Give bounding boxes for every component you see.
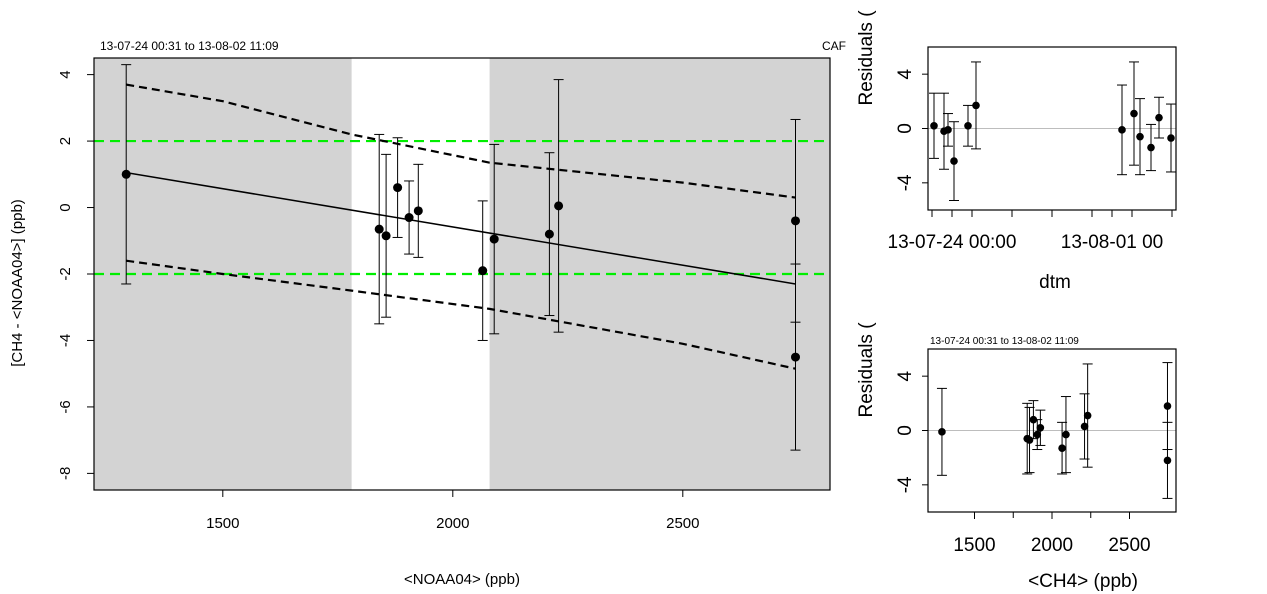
main-point-0 [121, 169, 131, 179]
conc-point-10 [1163, 402, 1172, 410]
time-point-10 [1155, 113, 1163, 122]
residuals-conc-x-axis-label: <CH4> (ppb) [1028, 571, 1138, 592]
time-y-tick-label-0: 4 [895, 68, 916, 79]
residuals-conc-plot: 1500 2000 2500 4 0 -4 [895, 348, 1177, 556]
main-plot: 1500 2000 2500 4 2 0 -2 -4 -6 -8 [57, 57, 831, 532]
time-point-2 [944, 126, 952, 134]
main-x-tick-label-0: 1500 [206, 515, 239, 532]
time-point-0 [930, 121, 938, 130]
main-fit-line [126, 171, 796, 285]
main-x-axis-label: <NOAA04> (ppb) [404, 571, 520, 588]
conc-point-9 [1083, 411, 1092, 420]
main-point-3 [393, 183, 403, 193]
residuals-time-plot: 13-07-24 00:00 13-08-01 00 4 0 -4 [888, 46, 1177, 253]
conc-point-4 [1033, 430, 1042, 439]
main-point-5 [413, 206, 423, 216]
conc-x-tick-label-2: 2500 [1108, 535, 1150, 556]
main-y-tick-label-0: 4 [57, 70, 74, 78]
main-point-2 [381, 231, 391, 241]
residuals-time-x-axis-label: dtm [1039, 272, 1071, 293]
main-y-tick-label-2: 0 [57, 203, 74, 211]
time-x-tick-label-0: 13-07-24 00:00 [888, 232, 1017, 253]
time-x-tick-label-1: 13-08-01 00 [1061, 232, 1163, 253]
main-point-10 [791, 216, 800, 226]
main-corner-label: CAF [822, 39, 846, 53]
time-point-6 [1118, 126, 1126, 134]
main-point-11 [791, 352, 800, 362]
time-point-4 [964, 121, 972, 130]
main-x-tick-label-1: 2000 [436, 515, 469, 532]
main-confidence-upper [126, 83, 796, 199]
conc-x-tick-label-1: 2000 [1031, 535, 1073, 556]
main-point-1 [374, 224, 384, 234]
main-confidence-lower [126, 259, 796, 370]
residuals-time-y-axis-label: Residuals ( [856, 10, 877, 106]
conc-point-5 [1036, 423, 1045, 432]
main-point-9 [554, 201, 564, 211]
time-y-tick-label-1: 0 [895, 123, 916, 134]
main-subtitle: 13-07-24 00:31 to 13-08-02 11:09 [100, 39, 279, 53]
time-point-5 [972, 101, 980, 110]
conc-point-7 [1062, 430, 1070, 439]
conc-point-6 [1058, 444, 1066, 452]
conc-y-tick-label-0: 4 [895, 370, 916, 381]
conc-point-8 [1080, 422, 1089, 431]
time-point-11 [1167, 134, 1175, 142]
conc-point-2 [1025, 436, 1034, 444]
main-y-tick-label-5: -6 [57, 400, 74, 413]
main-y-axis-label: [CH4 - <NOAA04>] (ppb) [9, 199, 26, 367]
conc-y-tick-label-2: -4 [895, 476, 916, 493]
main-point-6 [478, 266, 488, 276]
main-y-tick-label-6: -8 [57, 467, 74, 480]
residuals-conc-y-axis-label: Residuals ( [856, 322, 877, 418]
main-point-8 [544, 229, 554, 239]
time-y-tick-label-2: -4 [895, 174, 916, 191]
main-y-tick-label-1: 2 [57, 137, 74, 145]
time-point-8 [1136, 132, 1144, 141]
conc-y-tick-label-1: 0 [895, 425, 916, 436]
conc-point-0 [938, 428, 946, 436]
main-point-4 [404, 213, 414, 223]
main-y-tick-label-3: -2 [57, 267, 74, 280]
time-point-3 [950, 157, 958, 165]
main-y-tick-label-4: -4 [57, 334, 74, 347]
main-point-7 [489, 234, 499, 244]
residuals-conc-subtitle: 13-07-24 00:31 to 13-08-02 11:09 [930, 336, 1079, 347]
main-x-tick-label-2: 2500 [666, 515, 699, 532]
conc-point-11 [1163, 456, 1172, 465]
time-point-7 [1130, 109, 1138, 118]
conc-x-tick-label-0: 1500 [953, 535, 995, 556]
time-point-9 [1147, 143, 1155, 152]
